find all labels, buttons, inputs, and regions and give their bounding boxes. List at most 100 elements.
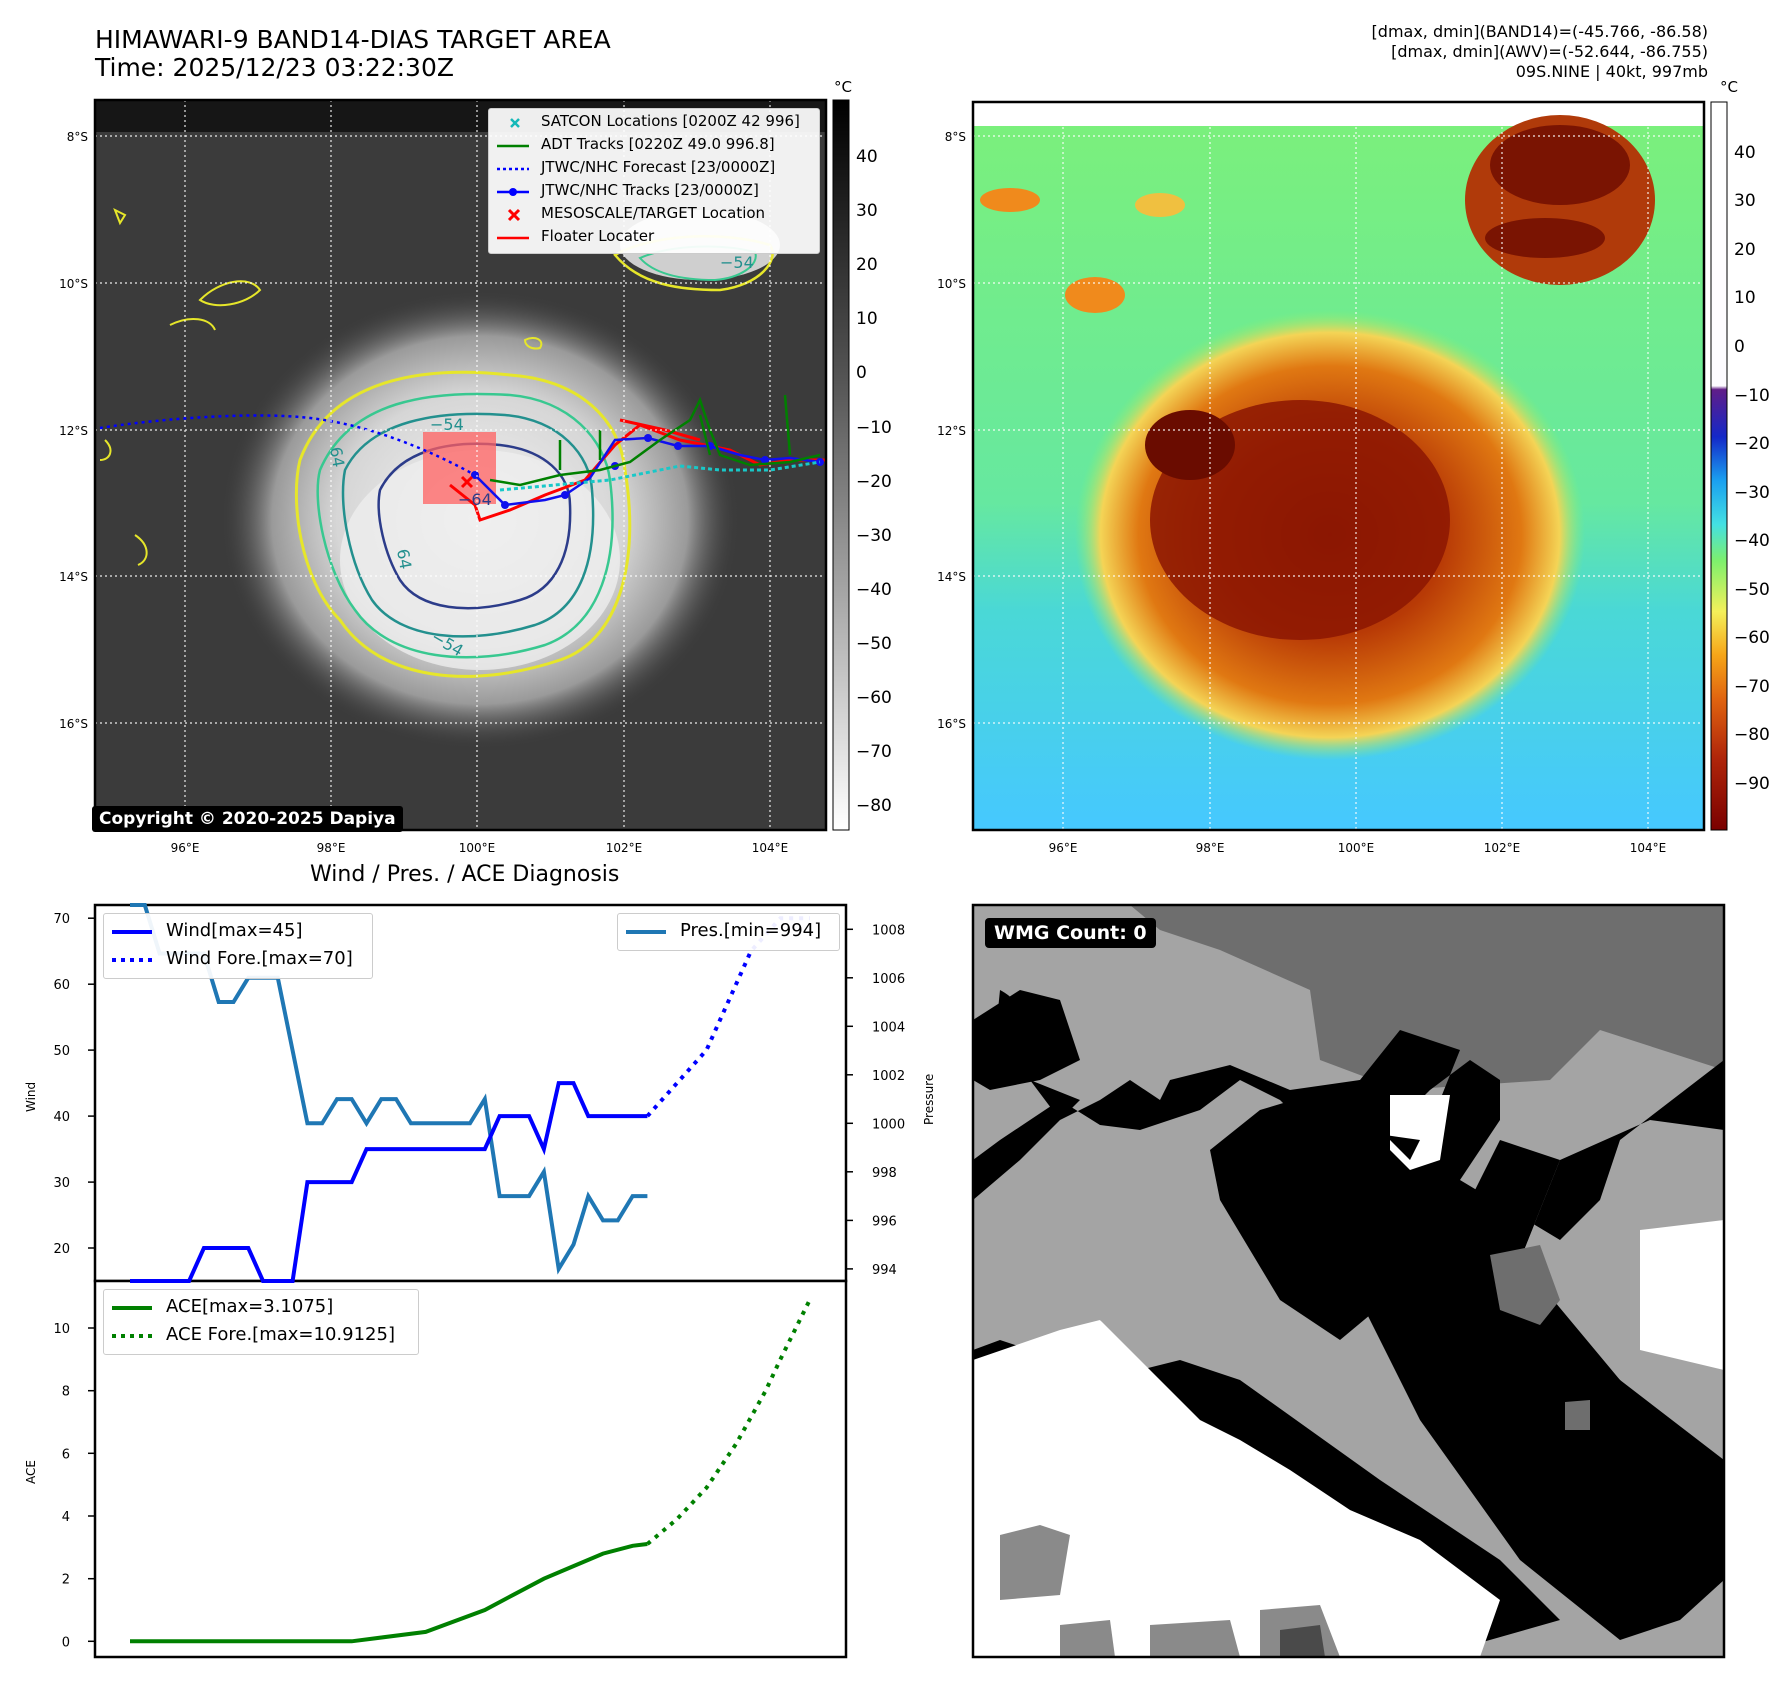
- cb2-tick: −10: [1734, 386, 1770, 406]
- lon-tick: 100°E: [1338, 841, 1375, 855]
- lat-tick: 8°S: [67, 130, 88, 144]
- legend-wind: Wind[max=45]: [166, 920, 303, 941]
- legend-ace: ACE[max=3.1075]: [166, 1296, 334, 1317]
- legend-mesoscale: MESOSCALE/TARGET Location: [541, 204, 766, 222]
- ace-series-line: [130, 1542, 648, 1644]
- cb1-tick: 20: [856, 255, 878, 275]
- cb1-tick: −60: [856, 688, 892, 708]
- legend-jtwc-tracks: JTWC/NHC Tracks [23/0000Z]: [541, 181, 759, 199]
- lat-tick: 16°S: [937, 717, 966, 731]
- cb2-tick: −30: [1734, 483, 1770, 503]
- pressure-series-line: [130, 903, 648, 1275]
- ace-tick: 6: [62, 1447, 70, 1462]
- lat-tick: 12°S: [937, 424, 966, 438]
- legend-pressure: Pres.[min=994]: [680, 920, 822, 941]
- lon-tick: 96°E: [171, 841, 200, 855]
- pressure-tick: 1004: [872, 1020, 905, 1035]
- ace-tick: 10: [53, 1322, 70, 1337]
- pressure-tick: 1002: [872, 1069, 905, 1084]
- awv-map: [971, 100, 1706, 832]
- lat-tick: 10°S: [59, 277, 88, 291]
- cb1-tick: −80: [856, 796, 892, 816]
- cb2-tick: 30: [1734, 191, 1756, 211]
- cb1-tick: −30: [856, 526, 892, 546]
- cb1-tick: 0: [856, 363, 867, 383]
- title-line-1: HIMAWARI-9 BAND14-DIAS TARGET AREA: [95, 25, 611, 54]
- wind-legend-markers: [112, 930, 152, 962]
- colorbar2-unit: °C: [1720, 78, 1738, 96]
- wind-tick: 30: [53, 1176, 70, 1191]
- pres-legend-markers: [626, 930, 666, 934]
- lat-tick: 14°S: [937, 570, 966, 584]
- lon-tick: 102°E: [606, 841, 643, 855]
- pressure-tick: 998: [872, 1166, 897, 1181]
- contour-label: −54: [430, 415, 464, 434]
- cb1-tick: −10: [856, 418, 892, 438]
- pressure-tick: 996: [872, 1214, 897, 1229]
- lat-tick: 16°S: [59, 717, 88, 731]
- lon-tick: 98°E: [317, 841, 346, 855]
- cb1-tick: −40: [856, 580, 892, 600]
- lon-tick: 96°E: [1049, 841, 1078, 855]
- lon-ticks-map2: 96°E 98°E 100°E 102°E 104°E: [1049, 841, 1667, 855]
- pressure-tick: 1008: [872, 923, 905, 938]
- pressure-legend: Pres.[min=994]: [617, 913, 840, 951]
- cb1-tick: 40: [856, 147, 878, 167]
- cb2-tick: −20: [1734, 434, 1770, 454]
- cb2-tick: −70: [1734, 677, 1770, 697]
- wind-tick: 40: [53, 1110, 70, 1125]
- cb2-tick: 0: [1734, 337, 1745, 357]
- title-line-2: Time: 2025/12/23 03:22:30Z: [95, 53, 454, 82]
- pressure-tick: 1000: [872, 1117, 905, 1132]
- awv-range: [dmax, dmin](AWV)=(-52.644, -86.755): [1391, 42, 1708, 61]
- legend-markers: [497, 118, 529, 240]
- legend-floater: Floater Locater: [541, 227, 655, 245]
- ace-tick: 2: [62, 1573, 70, 1588]
- colorbar1-ticks: 40 30 20 10 0 −10 −20 −30 −40 −50 −60 −7…: [856, 147, 892, 816]
- legend-ace-forecast: ACE Fore.[max=10.9125]: [166, 1324, 395, 1345]
- cb2-tick: −90: [1734, 774, 1770, 794]
- lat-ticks-map1: 8°S 10°S 12°S 14°S 16°S: [59, 130, 88, 731]
- copyright-badge: Copyright © 2020-2025 Dapiya: [92, 806, 403, 832]
- colorbar-grayscale: [832, 99, 850, 831]
- ace-tick: 4: [62, 1510, 70, 1525]
- ace-tick: 8: [62, 1385, 70, 1400]
- band14-map: −54 64 −64 64 −54 −54 8°S 10°S 12°S 14°S…: [59, 78, 1770, 855]
- legend-wind-forecast: Wind Fore.[max=70]: [166, 948, 353, 969]
- lon-tick: 104°E: [1630, 841, 1667, 855]
- cb1-tick: 10: [856, 309, 878, 329]
- diagnosis-title: Wind / Pres. / ACE Diagnosis: [310, 862, 620, 887]
- wind-tick: 20: [53, 1242, 70, 1257]
- wind-legend: Wind[max=45] Wind Fore.[max=70]: [103, 913, 373, 979]
- ace-legend-markers: [112, 1306, 152, 1338]
- legend-satcon: SATCON Locations [0200Z 42 996]: [541, 112, 800, 130]
- lon-tick: 100°E: [459, 841, 496, 855]
- cb2-tick: 10: [1734, 288, 1756, 308]
- band14-range: [dmax, dmin](BAND14)=(-45.766, -86.58): [1371, 22, 1708, 41]
- colorbar1-unit: °C: [834, 78, 852, 96]
- figure-title: HIMAWARI-9 BAND14-DIAS TARGET AREA Time:…: [95, 26, 611, 82]
- lon-tick: 102°E: [1484, 841, 1521, 855]
- wind-tick: 70: [53, 912, 70, 927]
- wmg-count-badge: WMG Count: 0: [985, 918, 1156, 948]
- storm-summary: 09S.NINE | 40kt, 997mb: [1515, 62, 1708, 81]
- colorbar-color: [1710, 101, 1728, 831]
- contour-label: −64: [458, 490, 492, 509]
- ace-forecast-series-line: [646, 1298, 812, 1546]
- pressure-tick: 994: [872, 1263, 897, 1278]
- intensity-info: [dmax, dmin](BAND14)=(-45.766, -86.58) […: [1372, 22, 1708, 82]
- lon-ticks-map1: 96°E 98°E 100°E 102°E 104°E: [171, 841, 789, 855]
- lon-tick: 98°E: [1196, 841, 1225, 855]
- cb2-tick: −50: [1734, 580, 1770, 600]
- contour-label: 64: [326, 445, 348, 468]
- lon-tick: 104°E: [752, 841, 789, 855]
- cb2-tick: −80: [1734, 725, 1770, 745]
- legend-jtwc-forecast: JTWC/NHC Forecast [23/0000Z]: [541, 158, 776, 176]
- ace-tick: 0: [62, 1635, 70, 1650]
- pressure-tick: 1006: [872, 972, 905, 987]
- cb1-tick: −20: [856, 472, 892, 492]
- map-legend: SATCON Locations [0200Z 42 996] ADT Trac…: [488, 108, 820, 254]
- legend-adt: ADT Tracks [0220Z 49.0 996.8]: [541, 135, 775, 153]
- cb2-tick: −60: [1734, 628, 1770, 648]
